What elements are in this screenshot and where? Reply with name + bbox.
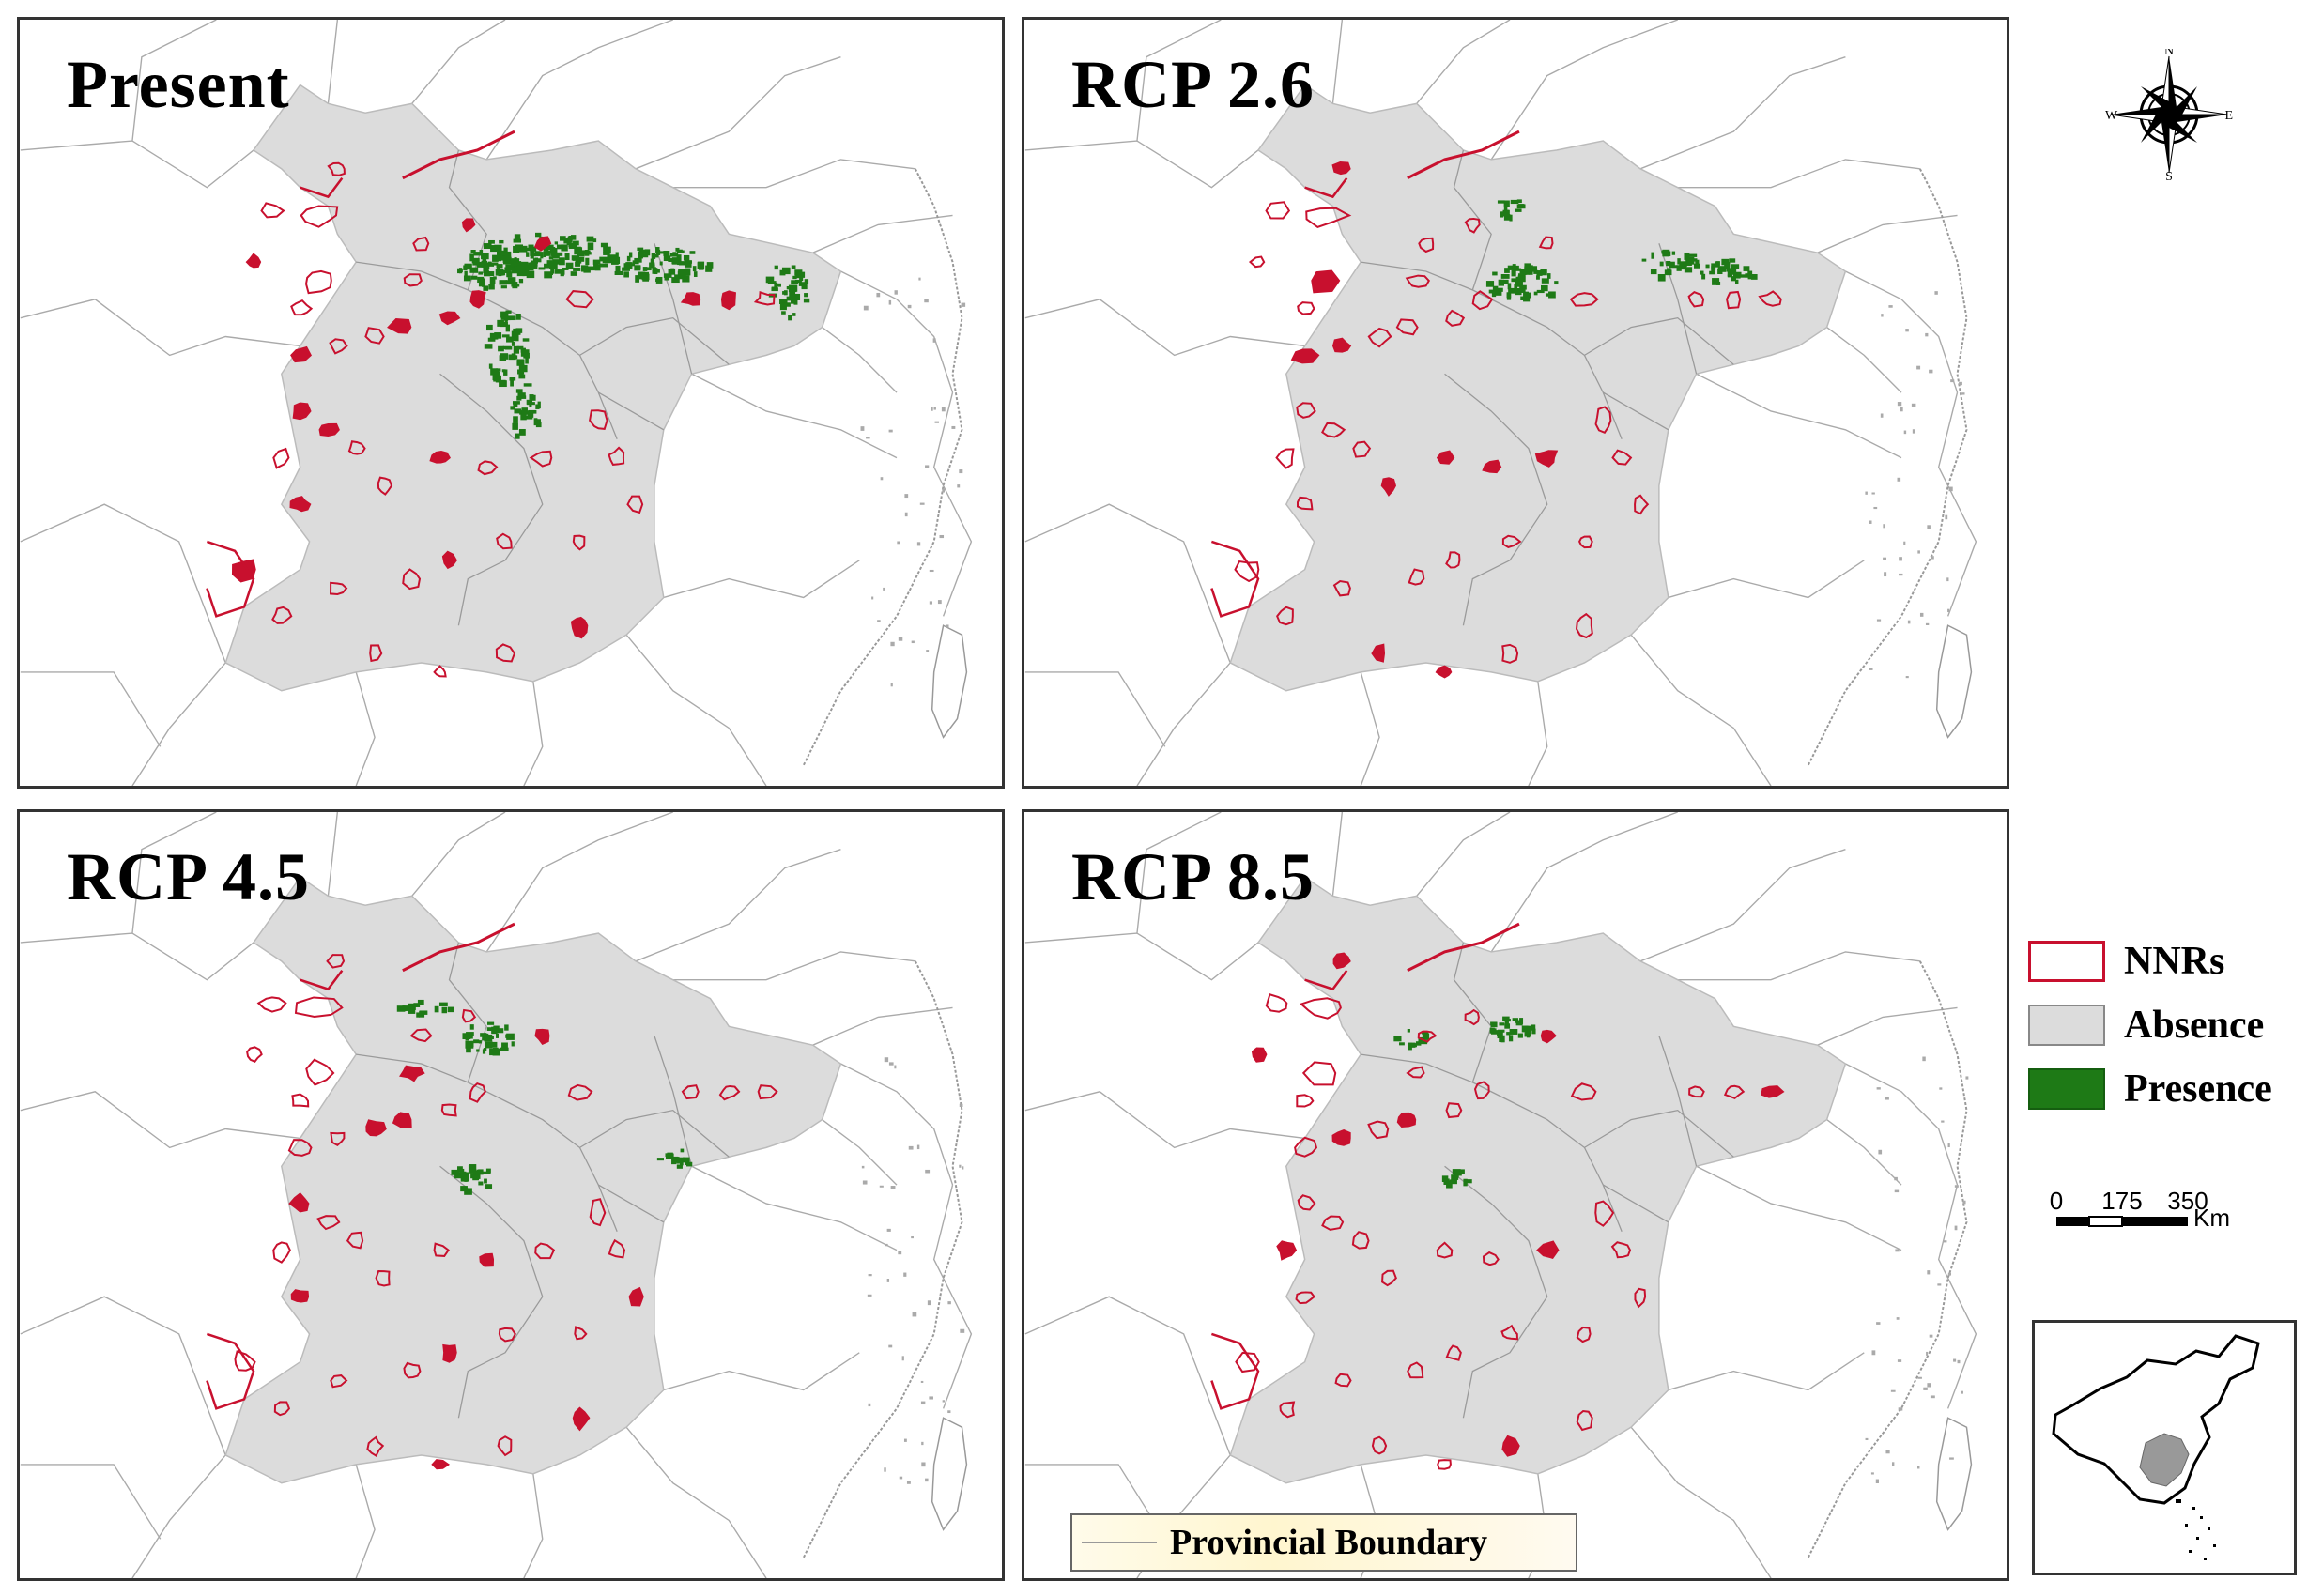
map-panel-rcp45: RCP 4.5 — [17, 809, 1005, 1581]
compass-rose-icon: N S E W — [2105, 49, 2233, 180]
inset-study-area — [2139, 1433, 2190, 1487]
map-panel-rcp26: RCP 2.6 — [1022, 17, 2009, 789]
map-panel-rcp85: RCP 8.5 — [1022, 809, 2009, 1581]
map-svg — [20, 20, 973, 786]
panel-title: Present — [67, 47, 290, 122]
compass-n: N — [2164, 49, 2174, 58]
boundary-line-swatch — [1082, 1542, 1157, 1543]
legend-label-nnrs: NNRs — [2124, 940, 2225, 983]
legend-swatch-absence — [2028, 1005, 2105, 1046]
map-svg — [1024, 20, 1977, 786]
boundary-legend: Provincial Boundary — [1070, 1513, 1577, 1572]
china-outline — [2052, 1334, 2260, 1505]
compass-s: S — [2165, 170, 2173, 180]
map-legend: NNRs Absence Presence — [2028, 929, 2272, 1121]
legend-label-absence: Absence — [2124, 1004, 2265, 1047]
scale-tick-2: 350 — [2167, 1187, 2208, 1215]
legend-item-presence: Presence — [2028, 1057, 2272, 1121]
inset-locator-map — [2032, 1320, 2297, 1575]
legend-label-presence: Presence — [2124, 1067, 2272, 1111]
panel-title: RCP 8.5 — [1071, 839, 1315, 914]
scale-tick-1: 175 — [2101, 1187, 2142, 1215]
scale-unit: Km — [2193, 1204, 2230, 1232]
compass-e: E — [2224, 109, 2233, 123]
legend-swatch-presence — [2028, 1068, 2105, 1110]
panel-title: RCP 4.5 — [67, 839, 310, 914]
map-svg — [20, 812, 973, 1578]
legend-swatch-nnrs — [2028, 941, 2105, 982]
map-panel-present: Present — [17, 17, 1005, 789]
scale-tick-0: 0 — [2050, 1187, 2063, 1215]
legend-item-nnrs: NNRs — [2028, 929, 2272, 993]
boundary-legend-label: Provincial Boundary — [1170, 1523, 1488, 1562]
scale-bar: 0 175 350 Km — [2047, 1185, 2272, 1251]
panel-title: RCP 2.6 — [1071, 47, 1315, 122]
compass-w: W — [2105, 109, 2118, 123]
legend-item-absence: Absence — [2028, 993, 2272, 1057]
map-svg — [1024, 812, 1977, 1578]
